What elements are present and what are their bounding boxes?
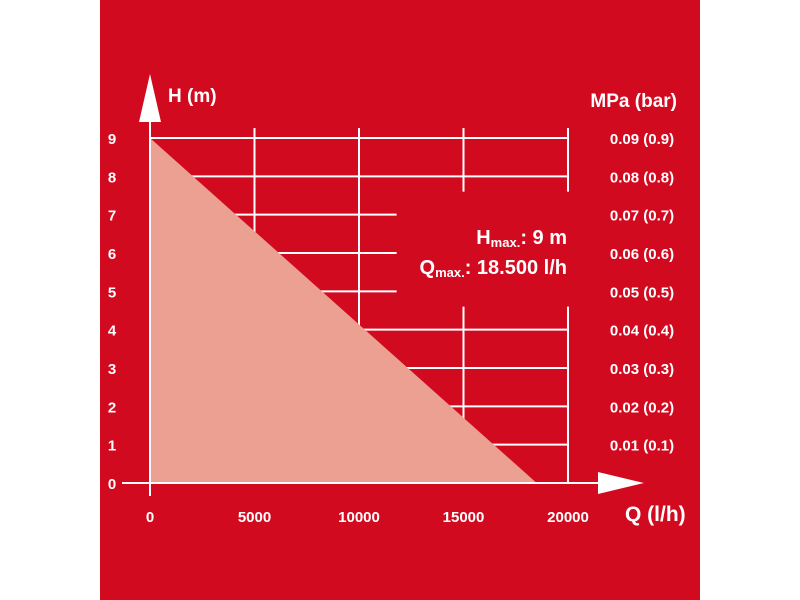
qmax-subscript: max.: [435, 265, 465, 280]
y-axis-arrow-icon: [139, 74, 161, 122]
secondary-y-tick-label: 0.01 (0.1): [610, 438, 674, 455]
secondary-axis-title: MPa (bar): [590, 91, 677, 112]
secondary-y-tick-label: 0.03 (0.3): [610, 361, 674, 378]
x-tick-label: 10000: [338, 509, 380, 526]
hmax-symbol: H: [476, 227, 490, 249]
secondary-y-tick-label: 0.04 (0.4): [610, 323, 674, 340]
x-axis-arrow-icon: [598, 472, 644, 494]
secondary-y-tick-label: 0.05 (0.5): [610, 284, 674, 301]
x-axis-title: Q (l/h): [625, 503, 686, 526]
y-axis-title: H (m): [168, 86, 217, 107]
y-tick-label: 5: [108, 284, 116, 301]
x-tick-label: 5000: [238, 509, 271, 526]
y-tick-label: 3: [108, 361, 116, 378]
y-tick-label: 2: [108, 399, 116, 416]
secondary-y-tick-label: 0.09 (0.9): [610, 131, 674, 148]
y-tick-label: 1: [108, 438, 116, 455]
y-tick-label: 9: [108, 131, 116, 148]
axes: [122, 74, 644, 496]
qmax-value: : 18.500 l/h: [465, 257, 567, 279]
hmax-subscript: max.: [491, 235, 521, 250]
qmax-annotation: Qmax.: 18.500 l/h: [420, 257, 567, 280]
x-tick-label: 15000: [443, 509, 485, 526]
x-tick-label: 20000: [547, 509, 589, 526]
hmax-annotation: Hmax.: 9 m: [476, 227, 567, 250]
secondary-y-tick-label: 0.07 (0.7): [610, 208, 674, 225]
y-tick-label: 7: [108, 208, 116, 225]
secondary-y-tick-label: 0.08 (0.8): [610, 169, 674, 186]
y-tick-label: 8: [108, 169, 116, 186]
qmax-symbol: Q: [420, 257, 436, 279]
secondary-y-tick-label: 0.06 (0.6): [610, 246, 674, 263]
x-tick-label: 0: [146, 509, 154, 526]
y-tick-label: 6: [108, 246, 116, 263]
secondary-y-tick-label: 0.02 (0.2): [610, 399, 674, 416]
y-tick-label: 0: [108, 476, 116, 493]
hmax-value: : 9 m: [520, 227, 567, 249]
y-tick-label: 4: [108, 323, 117, 340]
performance-curve-area: [150, 138, 537, 483]
tick-labels: 0 1 2 3 4 5 6 7 8 9 0.01 (0.1) 0.02 (0.2) 0.03 (0.3)…: [108, 131, 674, 526]
